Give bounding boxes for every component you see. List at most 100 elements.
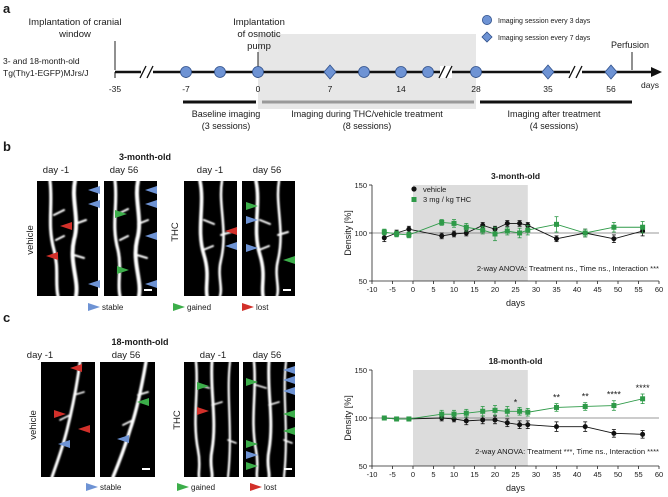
gained-arrow-icon [246, 202, 258, 210]
legend-7days: Imaging session every 7 days [498, 35, 591, 42]
gained-arrow-icon [117, 266, 129, 274]
gained-arrow-icon [246, 378, 258, 386]
stable-arrow-icon [145, 186, 157, 194]
data-point-thc [439, 219, 445, 225]
lost-legend-label: lost [256, 303, 269, 312]
x-tick-label: 10 [450, 470, 458, 479]
data-point-thc [439, 411, 445, 417]
session-markers [180, 64, 618, 80]
micrograph-b-vehicle-after [104, 179, 157, 298]
data-point-vehicle [451, 231, 457, 237]
data-point-thc [480, 408, 486, 414]
y-axis-label: Density [%] [343, 395, 353, 441]
x-tick-label: 25 [511, 470, 519, 479]
data-point-thc [517, 230, 523, 236]
panel-b: b 3-month-old day -1 day 56 day -1 day 5… [3, 139, 295, 312]
after-label-1: Imaging after treatment [507, 109, 601, 119]
micrograph-b-thc-after [242, 179, 295, 298]
data-point-thc [480, 227, 486, 233]
data-point-thc [406, 416, 412, 422]
lost-legend-icon [250, 483, 262, 491]
legend-3days: Imaging session every 3 days [498, 18, 591, 25]
axis-breaks [139, 65, 583, 79]
x-tick-label: 30 [532, 470, 540, 479]
stable-arrow-icon [283, 387, 295, 395]
x-tick-label: 35 [552, 285, 560, 294]
data-point-thc [640, 224, 646, 230]
thc-row-label: THC [172, 410, 183, 430]
tick-label: 7 [328, 84, 333, 94]
data-point-thc [611, 403, 617, 409]
data-point-thc [640, 396, 646, 402]
x-tick-label: 40 [573, 470, 581, 479]
data-point-thc [517, 408, 523, 414]
tick-label: -35 [109, 84, 122, 94]
legend-circle-icon [481, 14, 492, 25]
micrograph-b-thc-before [184, 179, 237, 298]
data-point-thc [406, 232, 412, 238]
data-point-vehicle [504, 220, 510, 226]
x-tick-label: -5 [389, 285, 396, 294]
y-tick-label: 150 [354, 181, 367, 190]
during-label-1: Imaging during THC/vehicle treatment [291, 109, 443, 119]
data-point-thc [492, 407, 498, 413]
stable-arrow-icon [88, 280, 100, 288]
x-tick-label: 15 [470, 285, 478, 294]
gained-arrow-icon [283, 410, 295, 418]
data-point-vehicle [517, 422, 523, 428]
lost-arrow-icon [78, 425, 90, 433]
lost-arrow-icon [225, 227, 237, 235]
data-point-thc [554, 404, 559, 410]
gained-legend-label: gained [187, 303, 211, 312]
data-point-thc [504, 408, 510, 414]
session-circle-icon [214, 66, 226, 78]
mouse-line-2: Tg(Thy1-EGFP)MJrs/J [3, 68, 88, 78]
day-before-label: day -1 [43, 165, 69, 176]
density-chart-3-month: -10 -5 0 5 10 15 20 25 30 35 40 45 50 55 60 50 100 150 3-m… [343, 171, 663, 308]
gained-arrow-icon [137, 398, 149, 406]
x-tick-label: 40 [573, 285, 581, 294]
significance-label: **** [607, 390, 622, 400]
x-tick-label: 5 [431, 285, 435, 294]
data-point-thc [582, 403, 588, 409]
data-point-thc [554, 221, 559, 227]
data-point-vehicle [381, 235, 387, 241]
data-point-thc [381, 229, 387, 235]
stable-arrow-icon [88, 200, 100, 208]
significance-label: ** [553, 393, 561, 403]
x-tick-label: 20 [491, 470, 499, 479]
x-tick-label: 50 [614, 285, 622, 294]
data-point-vehicle [463, 418, 469, 424]
x-tick-label: -10 [367, 470, 378, 479]
panel-a-timeline: a Implantation of cranial window Implant… [3, 1, 662, 131]
x-tick-label: 50 [614, 470, 622, 479]
day-after-label: day 56 [253, 350, 282, 361]
panel-c: c 18-month-old day -1 day 56 day -1 day … [3, 310, 295, 492]
data-point-thc [525, 227, 531, 233]
data-point-vehicle [492, 417, 498, 423]
legend-thc-marker [411, 197, 417, 202]
baseline-label-1: Baseline imaging [192, 109, 261, 119]
legend-vehicle-label: vehicle [423, 185, 446, 194]
data-point-thc [492, 231, 498, 237]
x-tick-label: 30 [532, 285, 540, 294]
cranial-label-1: Implantation of cranial [29, 17, 122, 28]
stable-legend-label: stable [100, 483, 122, 492]
data-point-vehicle [611, 236, 617, 242]
day-before-label: day -1 [197, 165, 223, 176]
x-tick-label: 45 [593, 285, 601, 294]
x-tick-label: 0 [411, 470, 415, 479]
data-point-vehicle [554, 424, 559, 430]
stable-arrow-icon [246, 451, 258, 459]
mouse-line-1: 3- and 18-month-old [3, 56, 80, 66]
y-tick-label: 100 [354, 414, 367, 423]
panel-a-label: a [3, 1, 11, 16]
micrograph-c-thc-before [184, 360, 239, 479]
pump-label-2: of osmotic [237, 29, 281, 40]
chart-title: 3-month-old [491, 171, 540, 181]
stable-arrow-icon [145, 232, 157, 240]
timeline-arrow-icon [651, 67, 662, 77]
x-tick-label: 0 [411, 285, 415, 294]
tick-label: 35 [543, 84, 553, 94]
x-tick-label: 45 [593, 470, 601, 479]
